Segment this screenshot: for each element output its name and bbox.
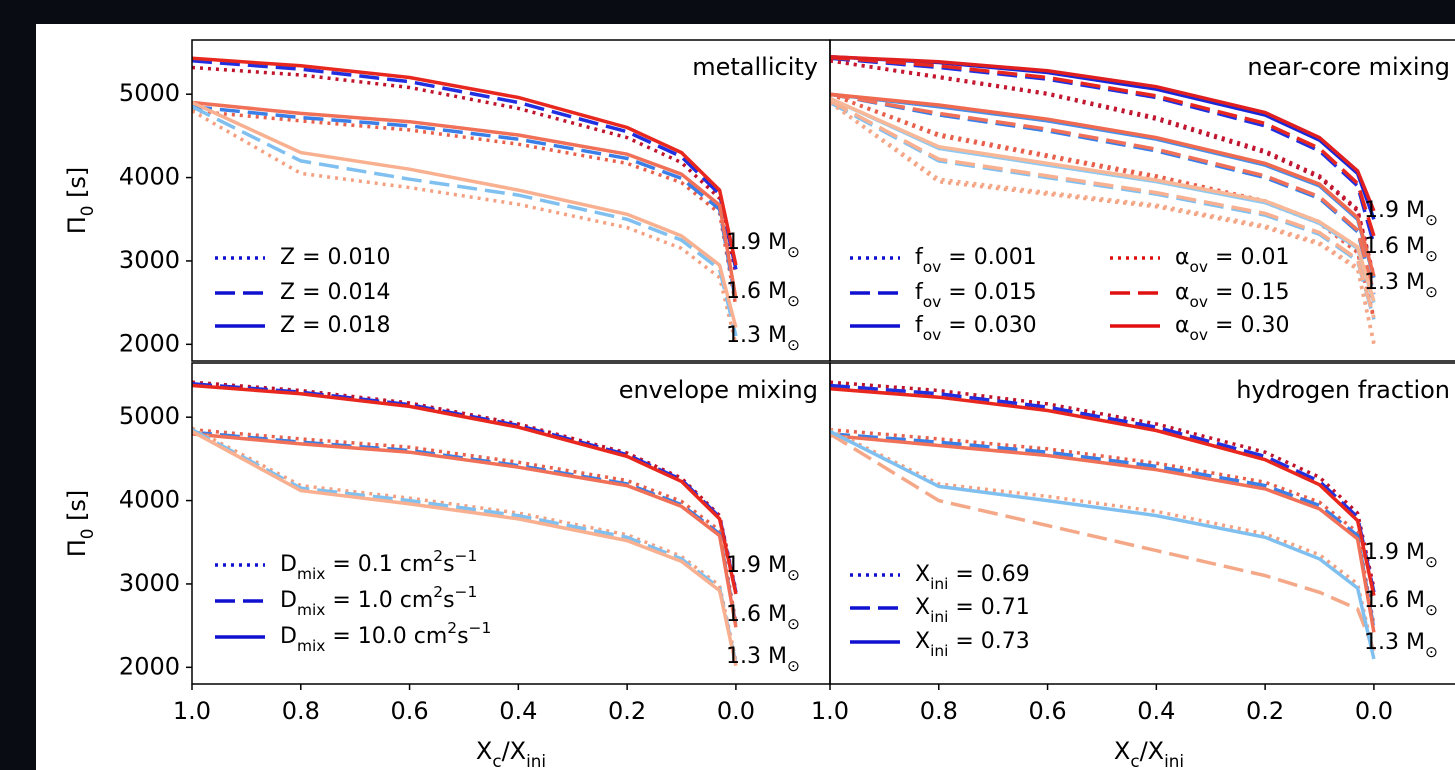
legend-label: Xini = 0.73: [915, 629, 1030, 660]
y-axis-label: Π0 [s]: [63, 490, 97, 558]
panel: hydrogen fraction 1.9 M⊙ 1.6 M⊙ 1.3 M⊙ Xini …: [811, 362, 1455, 770]
plot-area: [830, 54, 1376, 345]
panels: metallicity 1.9 M⊙ 1.6 M⊙ 1.3 M⊙ Z = 0.010 Z …: [63, 39, 1455, 770]
curve: [830, 92, 1376, 319]
curve: [830, 99, 1376, 319]
curve: [830, 59, 1376, 277]
legend-label: Z = 0.010: [280, 245, 390, 270]
curve: [192, 427, 738, 623]
x-axis-label: Xc/Xini: [476, 737, 546, 770]
panel-title: hydrogen fraction: [1236, 376, 1450, 404]
curve: [830, 380, 1376, 589]
curve: [192, 109, 738, 308]
curve: [192, 100, 738, 299]
y-axis-label: Π0 [s]: [63, 167, 97, 235]
mass-label: 1.3 M⊙: [726, 323, 800, 354]
mass-label: 1.3 M⊙: [1364, 630, 1438, 661]
x-tick-label: 1.0: [811, 697, 849, 725]
panel: metallicity 1.9 M⊙ 1.6 M⊙ 1.3 M⊙ Z = 0.010 Z …: [63, 39, 831, 362]
curve: [192, 105, 738, 337]
x-tick-label: 1.0: [173, 697, 211, 725]
x-tick-label: 0.0: [717, 697, 755, 725]
legend-label: fov = 0.001: [915, 245, 1037, 276]
panel-title: metallicity: [692, 53, 818, 81]
legend-label: Xini = 0.71: [915, 595, 1030, 626]
curve: [192, 100, 738, 329]
legend-label: fov = 0.030: [915, 313, 1037, 344]
panel-frame: [829, 362, 1455, 685]
panel: near-core mixing 1.9 M⊙ 1.6 M⊙ 1.3 M⊙ fov = …: [829, 39, 1455, 362]
x-tick-label: 0.2: [608, 697, 646, 725]
y-tick-label: 4000: [119, 163, 180, 191]
y-tick-label: 4000: [119, 486, 180, 514]
legend-label: αov = 0.01: [1175, 245, 1289, 276]
mass-label: 1.6 M⊙: [726, 602, 800, 633]
panel-title: near-core mixing: [1247, 53, 1450, 81]
y-tick-label: 2000: [119, 652, 180, 680]
plot-area: [192, 56, 738, 345]
legend-label: αov = 0.15: [1175, 280, 1289, 311]
x-tick-label: 0.8: [920, 697, 958, 725]
y-tick-label: 2000: [119, 329, 180, 357]
x-tick-label: 0.4: [499, 697, 537, 725]
legend-label: Dmix = 0.1 cm2s−1: [280, 547, 477, 583]
mass-label: 1.6 M⊙: [1364, 588, 1438, 619]
legend-label: Z = 0.018: [280, 313, 390, 338]
curve: [192, 429, 738, 667]
curve: [192, 104, 738, 303]
mass-label: 1.3 M⊙: [726, 644, 800, 675]
curve: [192, 59, 738, 270]
curve: [830, 92, 1376, 294]
x-tick-label: 0.8: [282, 697, 320, 725]
panel-title: envelope mixing: [619, 376, 818, 404]
curve: [830, 55, 1376, 237]
curve: [192, 109, 738, 345]
curve: [830, 432, 1376, 630]
x-tick-label: 0.4: [1137, 697, 1175, 725]
mass-label: 1.6 M⊙: [726, 279, 800, 310]
curve: [830, 101, 1376, 345]
curve: [192, 65, 738, 274]
y-tick-label: 3000: [119, 569, 180, 597]
curve: [830, 427, 1376, 626]
curve: [830, 92, 1376, 277]
curve: [830, 387, 1376, 596]
y-tick-label: 5000: [119, 402, 180, 430]
curve: [830, 429, 1376, 660]
mass-label: 1.9 M⊙: [726, 553, 800, 584]
curve: [830, 54, 1376, 212]
mass-label: 1.3 M⊙: [1364, 270, 1438, 301]
mass-label: 1.9 M⊙: [1364, 540, 1438, 571]
mass-label: 1.9 M⊙: [1364, 198, 1438, 229]
panel-frame: [829, 39, 1455, 362]
mass-label: 1.9 M⊙: [726, 230, 800, 261]
y-tick-label: 3000: [119, 246, 180, 274]
x-axis-label: Xc/Xini: [1114, 737, 1184, 770]
x-tick-label: 0.6: [1028, 697, 1066, 725]
legend-label: Dmix = 10.0 cm2s−1: [280, 619, 491, 655]
curve: [192, 432, 738, 628]
mass-label: 1.6 M⊙: [1364, 234, 1438, 265]
plot-area: [830, 380, 1376, 660]
legend-label: Xini = 0.69: [915, 562, 1030, 593]
legend-label: fov = 0.015: [915, 280, 1037, 311]
legend-label: αov = 0.30: [1175, 313, 1289, 344]
y-tick-label: 5000: [119, 79, 180, 107]
curve: [830, 383, 1376, 593]
x-tick-label: 0.0: [1355, 697, 1393, 725]
curve: [830, 96, 1376, 302]
curve: [830, 433, 1376, 633]
plot-area: [192, 380, 738, 667]
x-tick-label: 0.2: [1246, 697, 1284, 725]
curve: [192, 383, 738, 595]
curve: [830, 432, 1376, 652]
legend-label: Dmix = 1.0 cm2s−1: [280, 583, 477, 619]
x-tick-label: 0.6: [390, 697, 428, 725]
curve: [192, 56, 738, 266]
curve: [192, 428, 738, 664]
legend-label: Z = 0.014: [280, 280, 390, 305]
